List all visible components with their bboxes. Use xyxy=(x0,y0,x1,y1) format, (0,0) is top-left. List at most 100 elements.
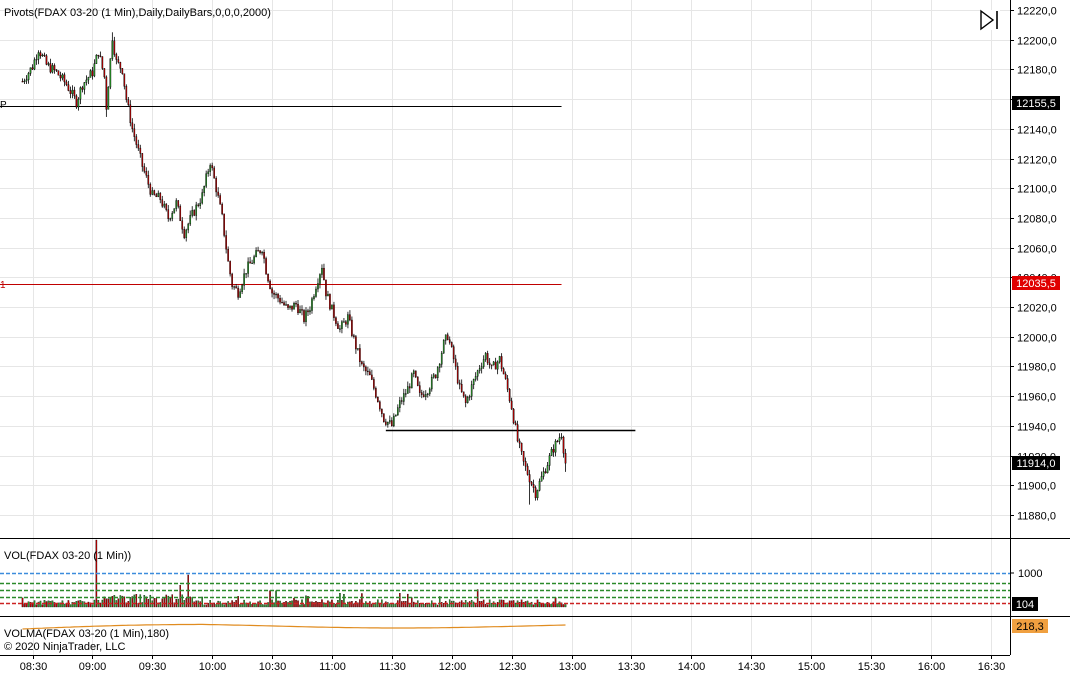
volume-bar xyxy=(83,601,86,608)
candle-body xyxy=(528,474,531,483)
volume-bar xyxy=(413,601,415,608)
volume-bar xyxy=(191,597,193,608)
candle-body xyxy=(544,471,547,474)
price-tick-label: 12220,0 xyxy=(1017,6,1057,18)
candle-body xyxy=(506,378,509,390)
volume-bar xyxy=(39,600,42,608)
candle-body xyxy=(534,487,537,499)
candle-body xyxy=(185,229,188,238)
volume-bar xyxy=(37,601,40,608)
candle-body xyxy=(349,314,351,321)
price-tick-label: 12000,0 xyxy=(1017,333,1057,345)
volume-bar xyxy=(153,598,156,608)
candle-body xyxy=(468,396,471,398)
candle-body xyxy=(81,87,84,90)
volume-bar xyxy=(131,596,134,608)
candle-body xyxy=(221,204,223,215)
candle-body xyxy=(135,136,138,145)
candle-body xyxy=(293,303,295,310)
candle-body xyxy=(514,422,517,425)
candle-body xyxy=(79,87,82,100)
volume-bar xyxy=(111,596,114,608)
volume-bar xyxy=(201,596,203,608)
candle-body xyxy=(233,286,235,288)
volume-bars xyxy=(0,539,1010,608)
volume-bar xyxy=(251,604,253,608)
price-badge-last: 11914,0 xyxy=(1012,456,1060,470)
volume-bar xyxy=(135,593,138,608)
volume-bar xyxy=(263,604,265,608)
volume-bar xyxy=(532,604,535,608)
candle-body xyxy=(125,86,128,100)
candle-body xyxy=(512,408,515,424)
volume-bar xyxy=(436,604,439,608)
volume-bar xyxy=(233,601,235,608)
volume-tick-1000: 1000 xyxy=(1018,568,1042,580)
candle-body xyxy=(181,220,184,230)
volume-bar xyxy=(173,602,176,608)
candle-body xyxy=(446,334,449,340)
volume-bar xyxy=(534,603,537,608)
candle-body xyxy=(361,361,363,364)
volume-bar xyxy=(57,602,60,608)
candle-body xyxy=(472,379,475,385)
candle-body xyxy=(496,361,499,370)
volume-bar xyxy=(113,595,116,608)
volume-bar xyxy=(203,604,205,608)
candle-body xyxy=(145,171,148,176)
volume-bar xyxy=(189,596,191,608)
candle-body xyxy=(189,215,192,225)
volume-bar xyxy=(171,594,174,608)
volume-bar xyxy=(442,603,445,608)
candle-body xyxy=(193,210,196,216)
candle-body xyxy=(63,74,66,83)
candle-body xyxy=(474,376,477,380)
candle-body xyxy=(550,448,553,456)
price-tick-label: 11940,0 xyxy=(1017,422,1056,434)
candle-body xyxy=(315,288,317,297)
candle-body xyxy=(400,400,403,402)
candle-body xyxy=(147,175,150,185)
price-tick-label: 12080,0 xyxy=(1017,214,1057,226)
volume-bar xyxy=(239,604,241,608)
volume-bar xyxy=(423,604,425,608)
candle-body xyxy=(173,208,176,214)
candle-body xyxy=(155,194,158,198)
candle-body xyxy=(29,67,32,74)
volume-bar xyxy=(275,590,277,608)
volume-badge-text: 104 xyxy=(1016,599,1034,611)
candle-body xyxy=(245,273,247,275)
volume-bar xyxy=(205,604,207,608)
candle-body xyxy=(546,465,549,474)
volume-bar xyxy=(247,604,249,608)
volume-bar xyxy=(163,597,166,608)
candle-body xyxy=(442,340,445,354)
volume-bar xyxy=(71,602,74,608)
time-tick-label: 13:30 xyxy=(618,661,646,673)
candle-body xyxy=(295,303,297,305)
candle-body xyxy=(452,346,455,360)
candle-body xyxy=(554,440,557,453)
candle-body xyxy=(398,400,401,408)
candle-body xyxy=(538,480,541,491)
scroll-to-end-button[interactable] xyxy=(980,9,1000,31)
candle-body xyxy=(532,484,535,488)
volume-bar xyxy=(550,603,553,608)
volume-bar xyxy=(343,594,345,608)
volume-bar xyxy=(87,601,90,608)
volume-bar xyxy=(265,604,267,608)
candle-body xyxy=(444,334,447,341)
price-axis: 12220,012200,012180,012160,012140,012120… xyxy=(1010,6,1057,523)
volume-bar xyxy=(273,602,275,608)
volume-bar xyxy=(371,603,373,608)
price-badge-r1-text: 12035,5 xyxy=(1016,278,1056,290)
candle-body xyxy=(385,421,387,425)
candle-body xyxy=(227,249,229,262)
candle-body xyxy=(195,204,198,216)
candle-body xyxy=(99,55,102,57)
candle-body xyxy=(329,294,331,310)
volume-bar xyxy=(63,603,66,608)
candle-body xyxy=(331,304,333,310)
time-tick-label: 13:00 xyxy=(559,661,587,673)
candle-body xyxy=(169,218,172,220)
